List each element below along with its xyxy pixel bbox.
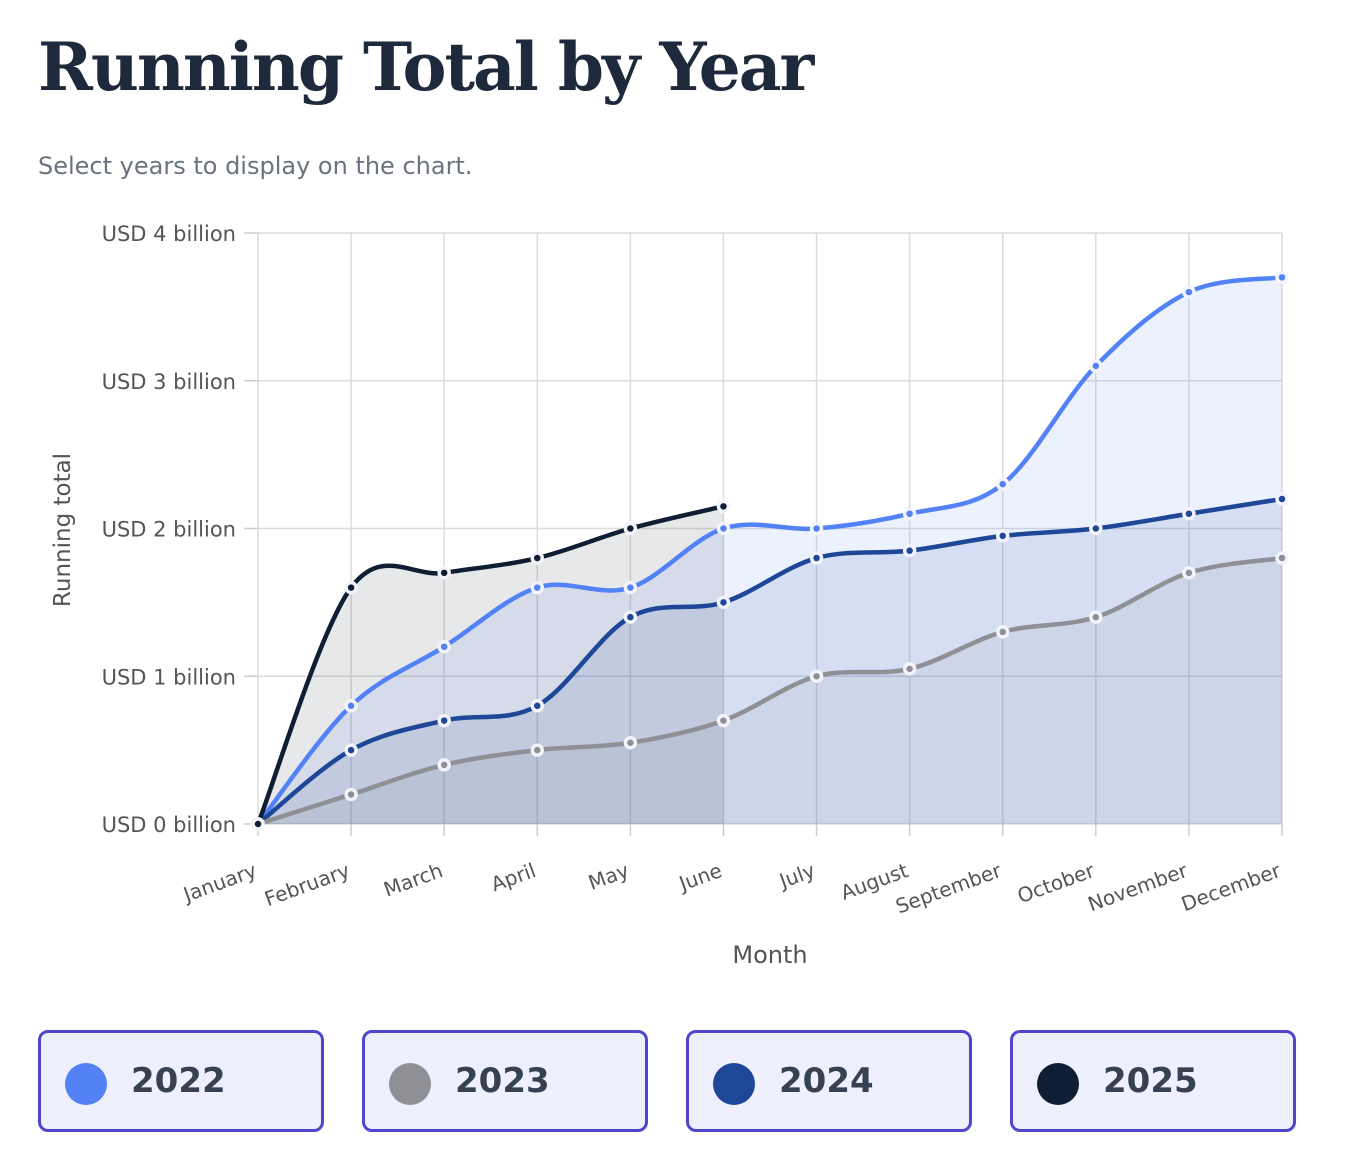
point (437, 713, 451, 728)
point (344, 699, 358, 713)
area (258, 277, 1282, 824)
point (623, 735, 638, 750)
x-axis-title: Month (732, 941, 807, 969)
area (258, 506, 724, 824)
point (1182, 285, 1196, 299)
x-tick-label: April (488, 858, 539, 896)
point (716, 595, 731, 610)
point (1275, 492, 1289, 506)
x-tick-label: October (1014, 858, 1098, 908)
x-tick-label: May (585, 858, 632, 895)
y-tick-label: USD 1 billion (102, 665, 236, 689)
point (437, 639, 451, 654)
legend-swatch (1037, 1063, 1079, 1105)
point (623, 580, 638, 595)
point (902, 662, 917, 676)
area (258, 558, 1282, 824)
x-tick-label: February (261, 858, 353, 911)
x-tick-label: July (774, 858, 818, 894)
legend-swatch (389, 1063, 431, 1105)
point (251, 817, 265, 831)
point (1089, 610, 1103, 624)
y-tick-label: USD 0 billion (102, 813, 236, 837)
point (809, 551, 824, 565)
point (530, 580, 545, 595)
point (1182, 506, 1196, 521)
point (530, 699, 545, 713)
point (437, 758, 451, 772)
point (623, 521, 638, 536)
x-tick-label: June (674, 858, 725, 896)
legend-label: 2025 (1103, 1061, 1198, 1101)
point (902, 506, 917, 521)
point (809, 521, 824, 536)
point (1182, 566, 1196, 580)
point (902, 543, 917, 558)
y-tick-label: USD 3 billion (102, 370, 236, 394)
point (1275, 551, 1289, 565)
legend-button[interactable]: 2025 (1010, 1030, 1296, 1132)
point (530, 743, 545, 757)
legend-label: 2023 (455, 1061, 550, 1101)
point (344, 580, 358, 595)
point (1089, 359, 1103, 373)
chart: USD 0 billion USD 1 billion USD 2 billion U… (50, 222, 1289, 969)
point (344, 787, 358, 802)
chart-title: Running Total by Year (38, 28, 814, 106)
legend-swatch (713, 1063, 755, 1105)
legend-swatch (65, 1063, 107, 1105)
x-tick-label: December (1178, 858, 1284, 916)
x-tick-label: March (380, 858, 446, 901)
chart-subtitle: Select years to display on the chart. (38, 152, 473, 180)
point (716, 713, 731, 728)
point (716, 521, 731, 536)
point (437, 566, 451, 580)
x-tick-label: November (1085, 858, 1192, 916)
point (995, 529, 1010, 543)
legend-label: 2024 (779, 1061, 874, 1101)
point (809, 669, 824, 683)
x-tick-label: September (892, 858, 1005, 919)
legend-button[interactable]: 2024 (686, 1030, 972, 1132)
legend-label: 2022 (131, 1061, 226, 1101)
point (995, 477, 1010, 491)
point (623, 610, 638, 624)
y-axis-title: Running total (50, 453, 76, 607)
point (1089, 521, 1103, 536)
point (1275, 270, 1289, 285)
area (258, 498, 1282, 824)
y-tick-label: USD 4 billion (102, 222, 236, 246)
legend-button[interactable]: 2022 (38, 1030, 324, 1132)
point (344, 743, 358, 757)
point (716, 499, 731, 514)
x-tick-label: January (178, 858, 259, 907)
point (995, 625, 1010, 639)
y-tick-label: USD 2 billion (102, 518, 236, 542)
point (530, 551, 545, 565)
legend-button[interactable]: 2023 (362, 1030, 648, 1132)
legend: 2022 2023 2024 2025 (38, 1030, 1302, 1138)
